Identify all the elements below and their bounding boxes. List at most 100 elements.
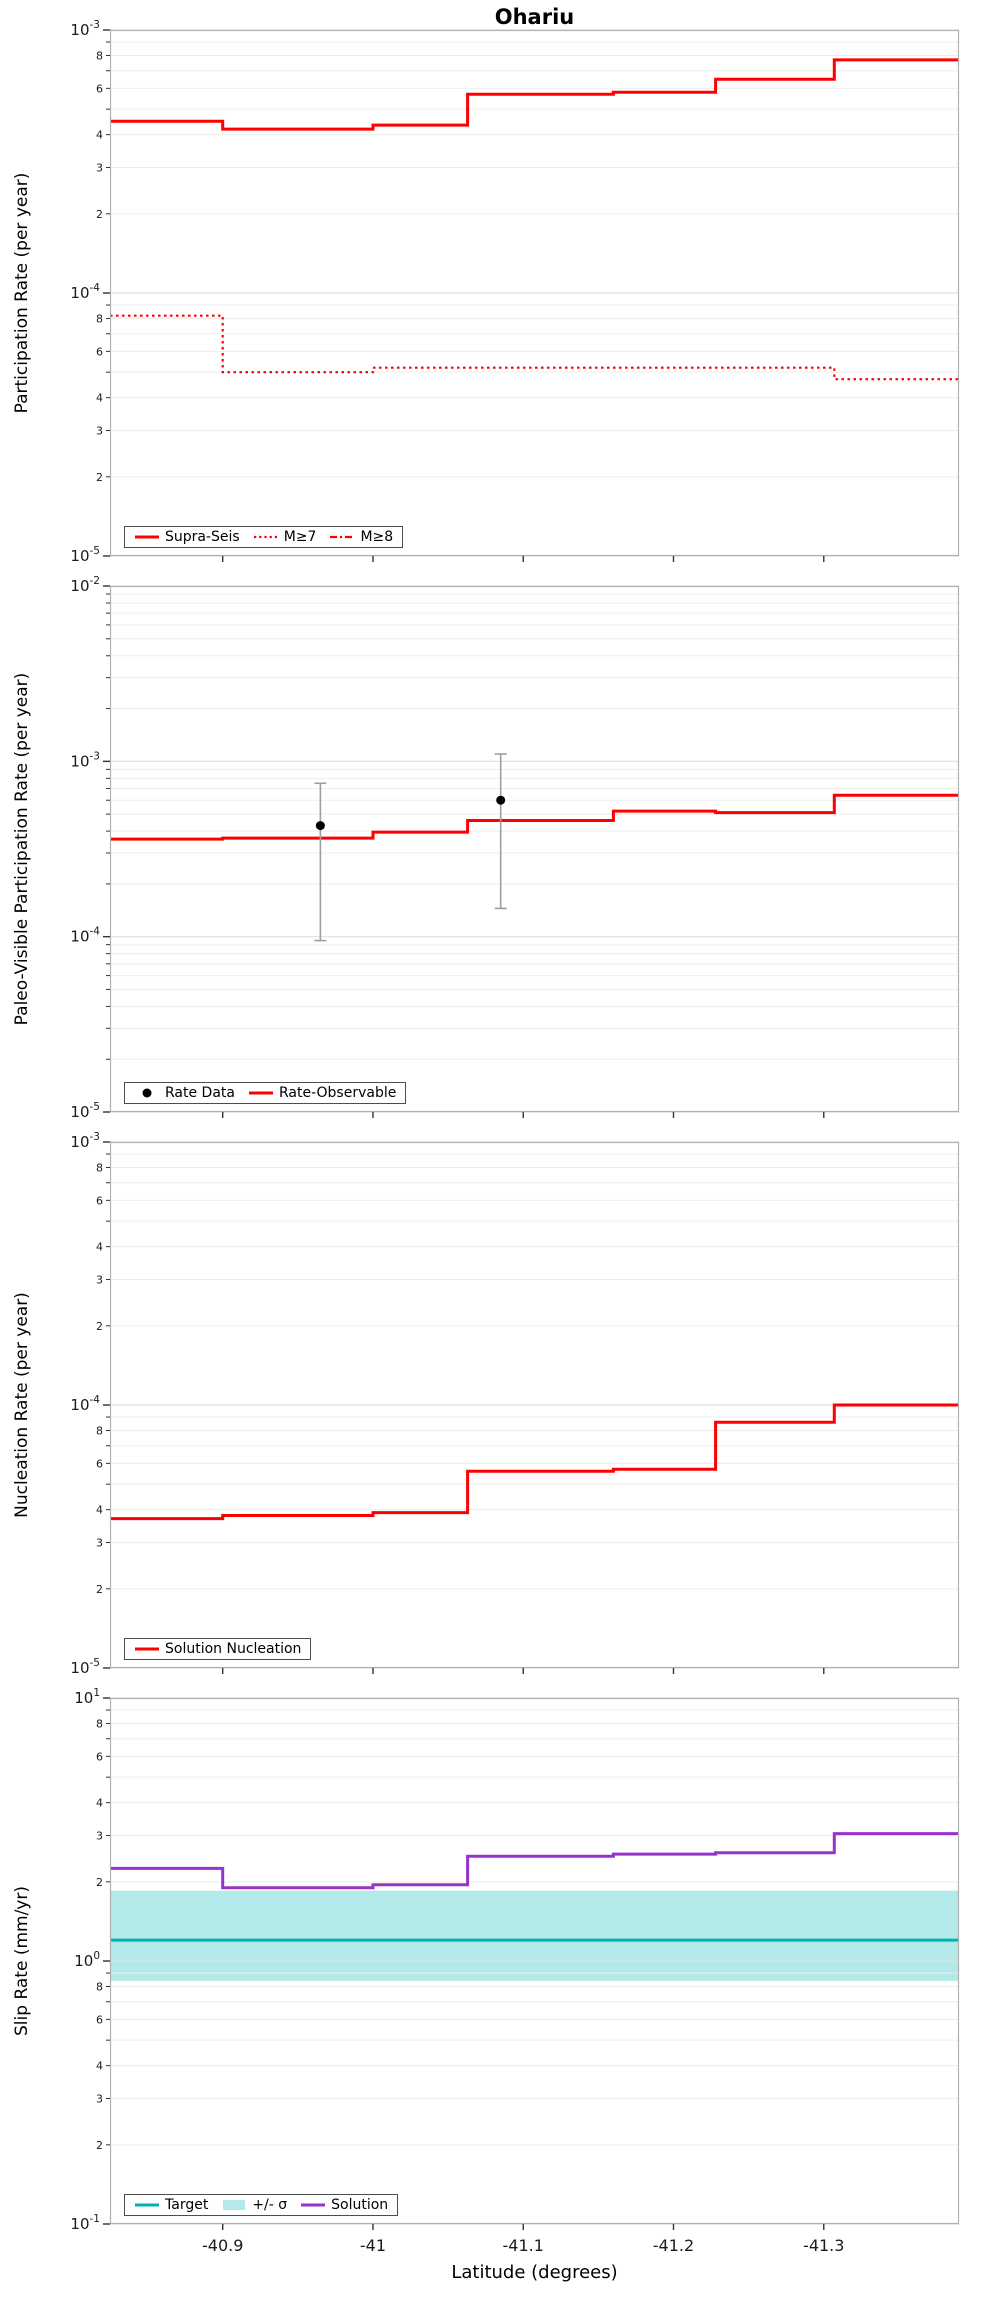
legend: Target +/- σ Solution (124, 2194, 399, 2216)
legend-item: M≥8 (329, 530, 393, 544)
y-tick-label: 100 (74, 1950, 100, 1970)
legend-item: Target (134, 2198, 208, 2212)
x-tick-label: -40.9 (202, 2236, 243, 2255)
series-solution (110, 1832, 959, 1890)
y-minor-tick-label: 2 (96, 1583, 103, 1596)
y-tick-label: 10-4 (70, 926, 100, 946)
plot-area: 10-3 10-4 10-5 2 3 4 6 8 2 3 4 6 8 Solution Nucleatio… (70, 1131, 960, 1677)
y-minor-tick-label: 6 (96, 1194, 103, 1207)
solid-line-swatch-icon (135, 535, 159, 539)
data-point (315, 821, 325, 831)
y-tick-label: 10-5 (70, 1657, 100, 1677)
y-minor-tick-label: 6 (96, 1457, 103, 1470)
legend-item-label: +/- σ (252, 2197, 288, 2213)
y-axis-label: Paleo-Visible Participation Rate (per ye… (12, 672, 32, 1026)
y-tick-label: 10-3 (70, 750, 100, 770)
plot-svg: 10-3 10-4 10-5 2 3 4 6 8 2 3 4 6 8 (70, 19, 960, 565)
panel-participation-rate: Participation Rate (per year) 10-3 10-4 10… (0, 19, 1000, 565)
y-minor-tick-label: 2 (96, 2139, 103, 2152)
panel-slip-rate: Slip Rate (mm/yr) 101 100 10-1 2 3 4 6 8 2 3 4 6 8 -4… (0, 1687, 1000, 2255)
plot-frame (109, 1697, 960, 2225)
sigma-band (110, 1890, 959, 1981)
y-minor-tick-label: 3 (96, 1537, 103, 1550)
y-minor-tick-label: 8 (96, 1980, 103, 1993)
y-tick-label: 10-2 (70, 575, 100, 595)
y-minor-tick-label: 3 (96, 425, 103, 438)
y-tick-label: 10-4 (70, 282, 100, 302)
legend-item-label: M≥7 (283, 529, 317, 545)
plot-area: 101 100 10-1 2 3 4 6 8 2 3 4 6 8 -40.9 -41 -41.1 -41.2 -4… (70, 1687, 960, 2255)
y-minor-tick-label: 4 (96, 1241, 103, 1254)
series-m-7 (110, 314, 959, 381)
solid-line-swatch-icon (301, 2203, 326, 2207)
y-tick-label: 10-1 (70, 2213, 100, 2233)
y-minor-tick-label: 4 (96, 392, 103, 405)
y-minor-tick-label: 8 (96, 312, 103, 325)
y-axis-label: Participation Rate (per year) (12, 172, 32, 414)
legend: Supra-Seis M≥7 M≥8 (124, 526, 404, 548)
y-tick-label: 10-3 (70, 1131, 100, 1151)
x-tick-label: -41.2 (653, 2236, 694, 2255)
figure-title: Ohariu (494, 5, 575, 29)
y-minor-tick-label: 6 (96, 1750, 103, 1763)
y-axis-label: Slip Rate (mm/yr) (12, 1886, 32, 2036)
legend-item-label: Solution Nucleation (165, 1641, 302, 1657)
y-minor-tick-label: 8 (96, 1717, 103, 1730)
y-minor-tick-label: 2 (96, 471, 103, 484)
legend: Solution Nucleation (124, 1638, 312, 1660)
y-minor-tick-label: 6 (96, 2013, 103, 2026)
y-minor-tick-label: 8 (96, 1424, 103, 1437)
series-rate-observable (110, 793, 959, 841)
y-minor-tick-label: 3 (96, 162, 103, 175)
x-axis-label: Latitude (degrees) (451, 2262, 618, 2283)
y-minor-tick-label: 2 (96, 208, 103, 221)
legend-item: Rate-Observable (248, 1086, 396, 1100)
y-minor-tick-label: 2 (96, 1320, 103, 1333)
plot-svg: 10-2 10-3 10-4 10-5 (70, 575, 960, 1121)
solid-line-swatch-icon (135, 1647, 159, 1651)
y-tick-label: 10-4 (70, 1394, 100, 1414)
plot-area: 10-2 10-3 10-4 10-5 Rate Data Rate-Observable (70, 575, 960, 1121)
legend-item: Solution (300, 2198, 388, 2212)
patch-line-swatch-icon (223, 2200, 246, 2210)
y-minor-tick-label: 3 (96, 1274, 103, 1287)
plot-svg: 101 100 10-1 2 3 4 6 8 2 3 4 6 8 -40.9 -41 -41.1 -41.2 -4… (70, 1687, 960, 2255)
legend-item-label: Rate-Observable (278, 1085, 397, 1101)
y-minor-tick-label: 6 (96, 82, 103, 95)
y-minor-tick-label: 8 (96, 1161, 103, 1174)
y-minor-tick-label: 4 (96, 2060, 103, 2073)
series-solution-nucleation (110, 1403, 959, 1521)
y-minor-tick-label: 4 (96, 1797, 103, 1810)
x-tick-label: -41 (360, 2236, 386, 2255)
plot-frame (109, 585, 960, 1113)
y-minor-tick-label: 3 (96, 1830, 103, 1843)
y-minor-tick-label: 3 (96, 2093, 103, 2106)
panel-nucleation-rate: Nucleation Rate (per year) 10-3 10-4 10-5 2… (0, 1131, 1000, 1677)
plot-frame (109, 29, 960, 557)
legend-item: M≥7 (253, 529, 317, 545)
series-supra-seis (110, 58, 959, 131)
y-tick-label: 101 (74, 1687, 100, 1707)
solid-line-swatch-icon (248, 1091, 273, 1095)
x-tick-label: -41.1 (503, 2236, 544, 2255)
plot-frame (109, 1141, 960, 1669)
y-minor-tick-label: 6 (96, 345, 103, 358)
solid-line-swatch-icon (135, 2203, 159, 2207)
plot-area: 10-3 10-4 10-5 2 3 4 6 8 2 3 4 6 8 Supra-Seis M≥7 M≥8 (70, 19, 960, 565)
legend: Rate Data Rate-Observable (124, 1082, 407, 1104)
y-minor-tick-label: 4 (96, 129, 103, 142)
y-tick-label: 10-5 (70, 1101, 100, 1121)
dashdot-line-swatch-icon (330, 535, 355, 539)
data-point (496, 795, 506, 805)
legend-item-label: Solution (331, 2197, 389, 2213)
legend-item-label: Rate Data (165, 1085, 235, 1101)
legend-item: Solution Nucleation (134, 1642, 301, 1656)
y-axis-label: Nucleation Rate (per year) (12, 1292, 32, 1518)
y-tick-label: 10-3 (70, 19, 100, 39)
y-tick-label: 10-5 (70, 545, 100, 565)
legend-item: Supra-Seis (134, 530, 240, 544)
legend-item-label: M≥8 (360, 529, 394, 545)
dot-line-swatch-icon (142, 1088, 152, 1098)
x-tick-label: -41.3 (803, 2236, 844, 2255)
panel-paleo-visible-participation-rate: Paleo-Visible Participation Rate (per ye… (0, 575, 1000, 1121)
